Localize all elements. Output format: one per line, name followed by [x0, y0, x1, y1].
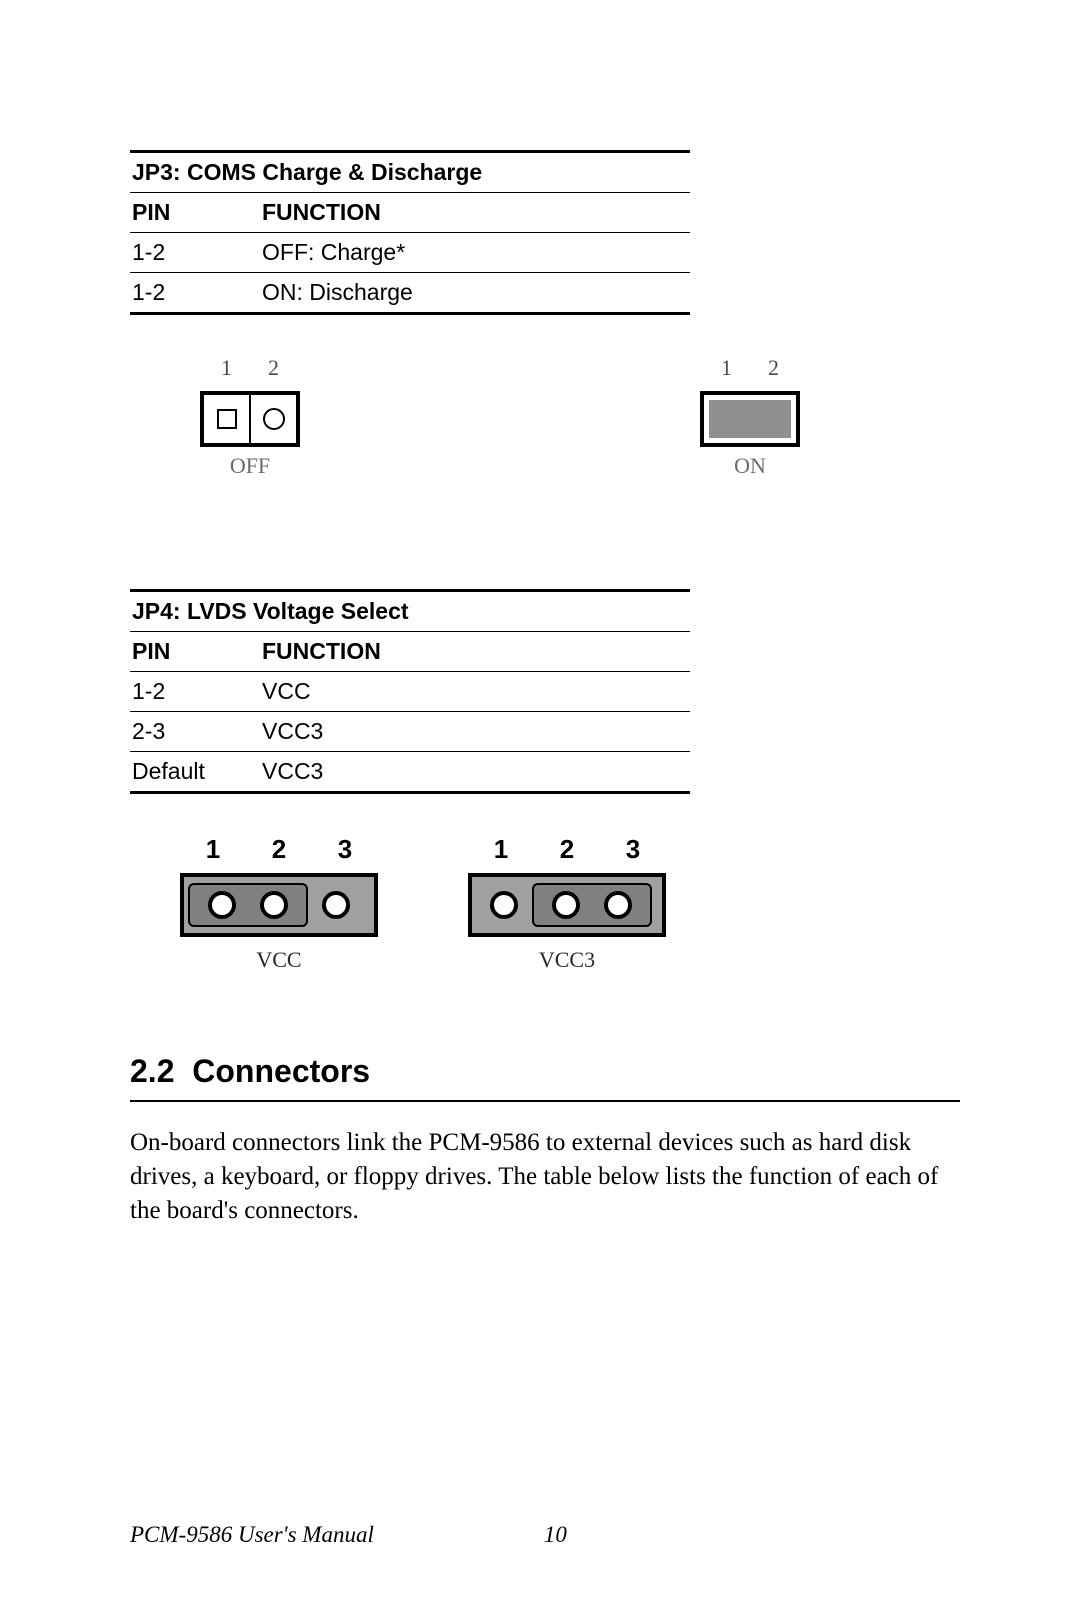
jp4-vcc-l3: 3: [312, 834, 378, 865]
jp3-header-pin: PIN: [130, 193, 260, 233]
jp4-r1-func: VCC3: [260, 712, 690, 752]
footer-manual-name: PCM-9586 User's Manual: [130, 1522, 374, 1548]
jp3-off-label-2: 2: [268, 355, 279, 381]
jp4-vcc-l1: 1: [180, 834, 246, 865]
jp4-r1-pin: 2-3: [130, 712, 260, 752]
jp4-title: JP4: LVDS Voltage Select: [130, 591, 690, 632]
jp3-title: JP3: COMS Charge & Discharge: [130, 152, 690, 193]
section-title: Connectors: [192, 1053, 370, 1089]
jp3-r1-func: ON: Discharge: [260, 273, 690, 314]
jp3-on-label-1: 1: [721, 355, 732, 381]
section-heading: 2.2 Connectors: [130, 1053, 960, 1102]
jp3-table: JP3: COMS Charge & Discharge PIN FUNCTIO…: [130, 150, 690, 315]
jp4-vcc-diagram: 1 2 3 VCC: [180, 834, 378, 973]
jp3-off-diagram: 1 2 OFF: [200, 355, 300, 479]
jp3-off-caption: OFF: [230, 453, 270, 479]
pin-hole-icon: [490, 891, 518, 919]
jp3-r0-pin: 1-2: [130, 233, 260, 273]
section-body: On-board connectors link the PCM-9586 to…: [130, 1126, 960, 1227]
jp4-vcc3-l2: 2: [534, 834, 600, 865]
jp4-table: JP4: LVDS Voltage Select PIN FUNCTION 1-…: [130, 589, 690, 794]
pin-hole-icon: [260, 891, 288, 919]
jp3-on-caption: ON: [734, 453, 766, 479]
jp4-r0-pin: 1-2: [130, 672, 260, 712]
jp4-r2-func: VCC3: [260, 752, 690, 793]
pin-hole-icon: [604, 891, 632, 919]
jp3-on-label-2: 2: [768, 355, 779, 381]
pin-hole-icon: [322, 891, 350, 919]
jp4-r2-pin: Default: [130, 752, 260, 793]
page-footer: PCM-9586 User's Manual 10: [130, 1522, 567, 1548]
jumper-on-icon: [700, 391, 800, 447]
section-number: 2.2: [130, 1053, 174, 1089]
jp4-r0-func: VCC: [260, 672, 690, 712]
jp4-header-function: FUNCTION: [260, 632, 690, 672]
jp3-r1-pin: 1-2: [130, 273, 260, 314]
pin-hole-icon: [552, 891, 580, 919]
jp4-header-pin: PIN: [130, 632, 260, 672]
jp3-diagram-row: 1 2 OFF 1 2 ON: [200, 355, 800, 479]
jumper-off-icon: [200, 391, 300, 447]
jumper-3pin-vcc-icon: [180, 873, 378, 937]
jp4-vcc-l2: 2: [246, 834, 312, 865]
jp3-on-diagram: 1 2 ON: [700, 355, 800, 479]
pin-hole-icon: [208, 891, 236, 919]
pin-square-icon: [217, 409, 237, 429]
jp4-vcc-caption: VCC: [256, 947, 301, 973]
jp4-vcc3-caption: VCC3: [539, 947, 595, 973]
jp3-off-label-1: 1: [221, 355, 232, 381]
jp4-diagram-row: 1 2 3 VCC 1 2 3: [180, 834, 860, 973]
jp3-header-function: FUNCTION: [260, 193, 690, 233]
jumper-3pin-vcc3-icon: [468, 873, 666, 937]
jp3-r0-func: OFF: Charge*: [260, 233, 690, 273]
jp4-vcc3-l1: 1: [468, 834, 534, 865]
jp4-vcc3-l3: 3: [600, 834, 666, 865]
pin-circle-icon: [263, 408, 285, 430]
jp4-vcc3-diagram: 1 2 3 VCC3: [468, 834, 666, 973]
footer-page-number: 10: [544, 1522, 567, 1548]
